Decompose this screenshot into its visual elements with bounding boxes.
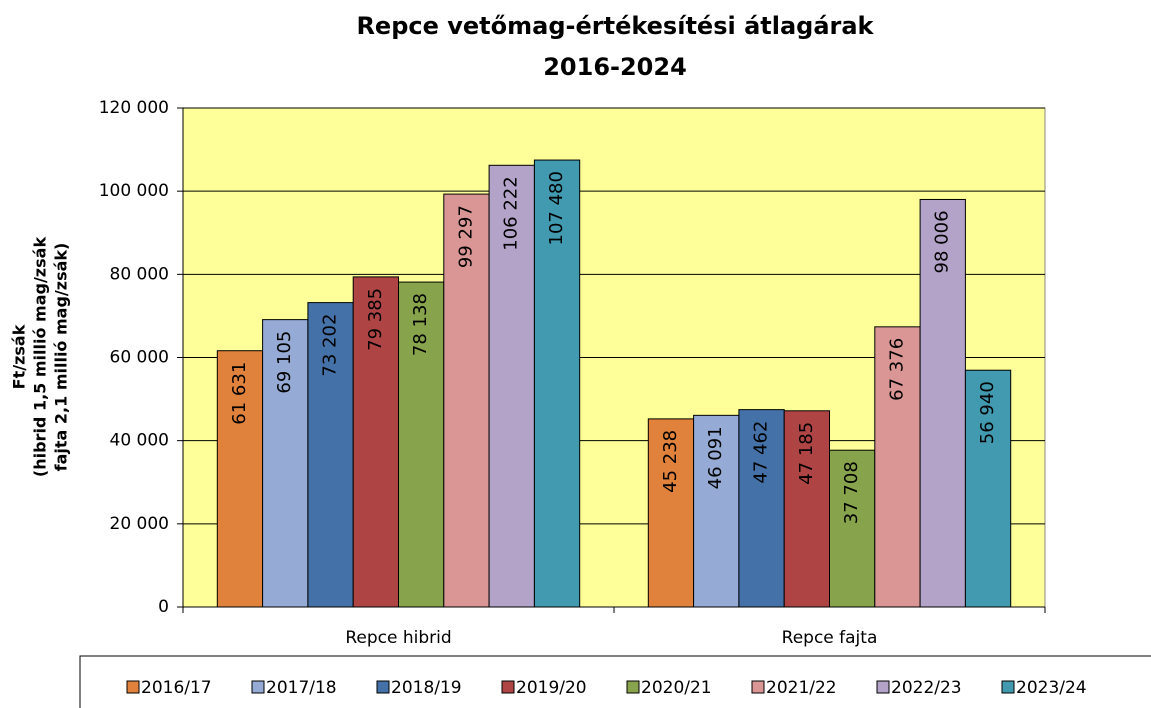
legend-label: 2017/18 [266,678,337,698]
legend-swatch [626,680,640,694]
bar [693,414,740,608]
value-label: 45 238 [660,430,681,493]
value-label: 69 105 [274,331,295,394]
chart-title: Repce vetőmag-értékesítési átlagárak [356,12,874,40]
value-label: 46 091 [705,426,726,489]
legend-label: 2022/23 [891,678,962,698]
legend-swatch [876,680,890,694]
x-tick-label: Repce fajta [782,628,878,648]
value-label: 98 006 [932,210,953,273]
value-label: 47 185 [796,422,817,485]
value-label: 47 462 [751,421,772,484]
chart-subtitle: 2016-2024 [543,53,687,81]
y-tick-label: 0 [158,597,169,617]
y-axis-label: Ft/zsák [10,324,29,389]
value-label: 67 376 [886,338,907,401]
bar [533,159,581,608]
value-label: 61 631 [229,362,250,425]
y-tick-label: 120 000 [99,98,169,118]
bar [874,326,921,608]
value-label: 37 708 [841,461,862,524]
x-tick-label: Repce hibrid [345,628,451,648]
legend-label: 2018/19 [391,678,462,698]
bar [488,164,535,608]
bar [352,276,400,608]
value-label: 107 480 [546,171,567,245]
legend-box [79,655,1151,708]
legend-label: 2019/20 [516,678,587,698]
legend-label: 2016/17 [141,678,212,698]
legend-label: 2023/24 [1016,678,1087,698]
value-label: 99 297 [455,205,476,268]
bar [262,319,309,608]
legend-swatch [1001,680,1015,694]
y-tick-label: 100 000 [99,181,169,201]
legend-swatch [376,680,390,694]
bar [443,193,490,608]
bar [738,409,785,608]
legend-swatch [251,680,265,694]
bar [647,418,695,608]
y-axis-label: fajta 2,1 millió mag/zsák) [52,243,71,472]
legend-swatch [126,680,140,694]
y-tick-label: 40 000 [110,431,169,451]
legend-label: 2020/21 [641,678,712,698]
y-tick-label: 60 000 [110,348,169,368]
value-label: 78 138 [410,293,431,356]
legend-label: 2021/22 [766,678,837,698]
bar [919,198,966,608]
y-tick-label: 20 000 [110,514,169,534]
y-axis-label: (hibrid 1,5 millió mag/zsák [31,237,50,478]
legend-swatch [501,680,515,694]
value-label: 79 385 [365,288,386,351]
bar [398,281,445,608]
value-label: 73 202 [320,314,341,377]
value-label: 106 222 [501,176,522,250]
y-tick-label: 80 000 [110,264,169,284]
value-label: 56 940 [977,381,998,444]
legend-swatch [751,680,765,694]
